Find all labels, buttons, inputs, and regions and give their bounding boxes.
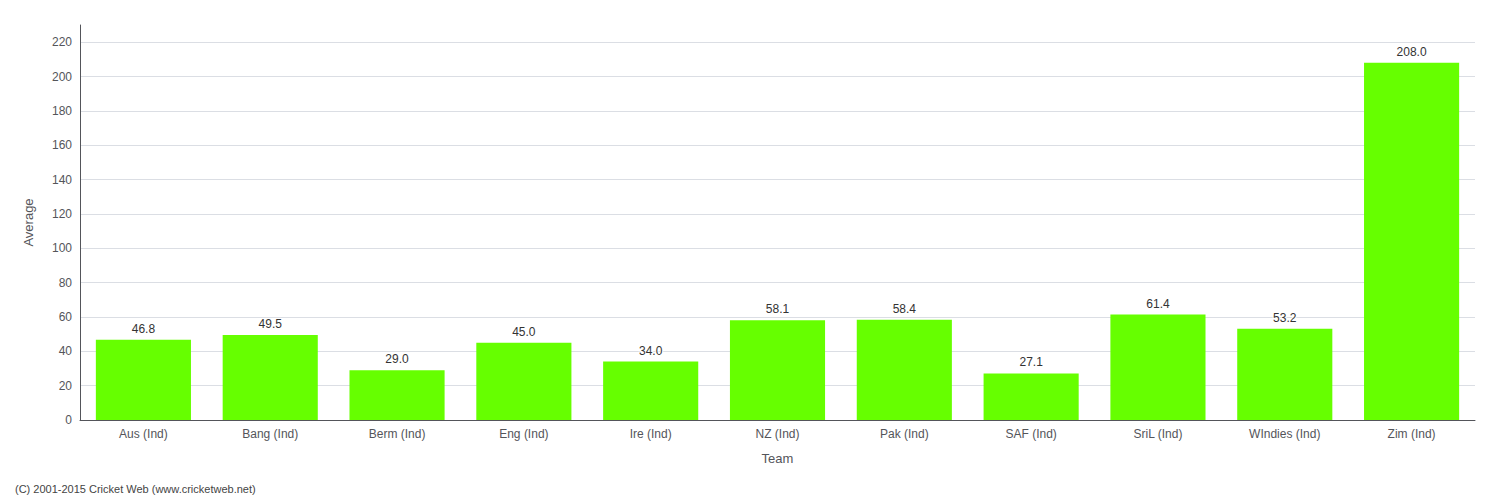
svg-text:53.2: 53.2 [1273,311,1297,325]
svg-text:160: 160 [52,138,72,152]
svg-text:58.4: 58.4 [893,302,917,316]
svg-text:Average: Average [21,198,36,246]
svg-text:100: 100 [52,241,72,255]
svg-text:SriL (Ind): SriL (Ind) [1134,427,1183,441]
svg-text:60: 60 [59,310,73,324]
svg-text:Team: Team [762,451,794,466]
svg-text:29.0: 29.0 [385,352,409,366]
svg-text:45.0: 45.0 [512,325,536,339]
svg-text:180: 180 [52,104,72,118]
svg-text:34.0: 34.0 [639,344,663,358]
svg-text:40: 40 [59,344,73,358]
svg-text:(C) 2001-2015 Cricket Web (www: (C) 2001-2015 Cricket Web (www.cricketwe… [15,483,256,495]
svg-text:46.8: 46.8 [132,322,156,336]
svg-text:Aus (Ind): Aus (Ind) [119,427,168,441]
svg-text:Bang (Ind): Bang (Ind) [242,427,298,441]
svg-text:20: 20 [59,379,73,393]
svg-text:120: 120 [52,207,72,221]
svg-text:Eng (Ind): Eng (Ind) [499,427,548,441]
svg-text:WIndies (Ind): WIndies (Ind) [1249,427,1320,441]
svg-text:Pak (Ind): Pak (Ind) [880,427,929,441]
svg-text:NZ (Ind): NZ (Ind) [755,427,799,441]
svg-text:Zim (Ind): Zim (Ind) [1388,427,1436,441]
svg-text:140: 140 [52,173,72,187]
svg-text:208.0: 208.0 [1397,45,1427,59]
svg-text:200: 200 [52,70,72,84]
svg-text:SAF (Ind): SAF (Ind) [1005,427,1056,441]
svg-text:58.1: 58.1 [766,302,790,316]
svg-text:49.5: 49.5 [259,317,283,331]
svg-text:220: 220 [52,35,72,49]
svg-text:Ire (Ind): Ire (Ind) [630,427,672,441]
svg-text:61.4: 61.4 [1146,297,1170,311]
svg-text:27.1: 27.1 [1019,355,1043,369]
svg-text:Berm (Ind): Berm (Ind) [369,427,426,441]
svg-text:0: 0 [65,413,72,427]
svg-text:80: 80 [59,276,73,290]
